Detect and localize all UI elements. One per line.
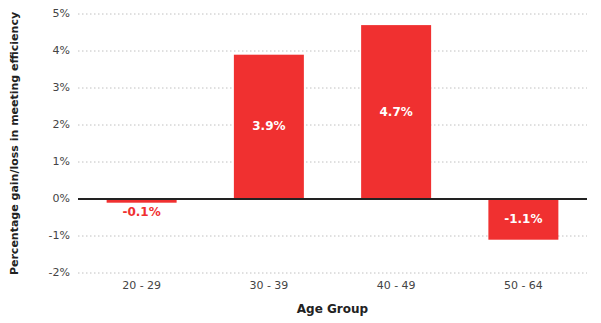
data-label: -1.1% [504, 212, 542, 226]
y-tick-label: 1% [53, 155, 70, 168]
grid-line [78, 273, 587, 274]
data-label: 4.7% [379, 105, 412, 119]
x-axis-label: Age Group [297, 302, 369, 316]
y-tick-label: 3% [53, 81, 70, 94]
bars [107, 25, 559, 240]
y-tick-label: 0% [53, 192, 70, 205]
bar [488, 199, 558, 240]
grid-line [78, 199, 587, 200]
data-label: -0.1% [122, 205, 160, 219]
chart-svg: -2% -1% 0% 1% 2% 3% 4% 5% -0.1% 3.9% 4.7% -1.1% 20 -… [0, 0, 601, 323]
y-tick-label: 4% [53, 44, 70, 57]
grid-line [78, 88, 587, 89]
bar [361, 25, 431, 199]
chart-container: -2% -1% 0% 1% 2% 3% 4% 5% -0.1% 3.9% 4.7% -1.1% 20 -… [0, 0, 601, 323]
grid-line [78, 14, 587, 15]
x-tick-label: 30 - 39 [249, 279, 288, 292]
y-axis-label: Percentage gain/loss in meeting efficien… [8, 12, 21, 275]
x-tick-label: 50 - 64 [504, 279, 543, 292]
grid [78, 14, 587, 273]
data-label: 3.9% [252, 119, 285, 133]
y-tick-label: 2% [53, 118, 70, 131]
x-tick-label: 40 - 49 [377, 279, 416, 292]
grid-line [78, 162, 587, 163]
y-tick-label: 5% [53, 7, 70, 20]
grid-line [78, 51, 587, 52]
y-tick-label: -2% [49, 266, 70, 279]
baseline [78, 198, 587, 200]
grid-line [78, 125, 587, 126]
x-tick-label: 20 - 29 [122, 279, 161, 292]
y-tick-label: -1% [49, 229, 70, 242]
bar [234, 55, 304, 199]
